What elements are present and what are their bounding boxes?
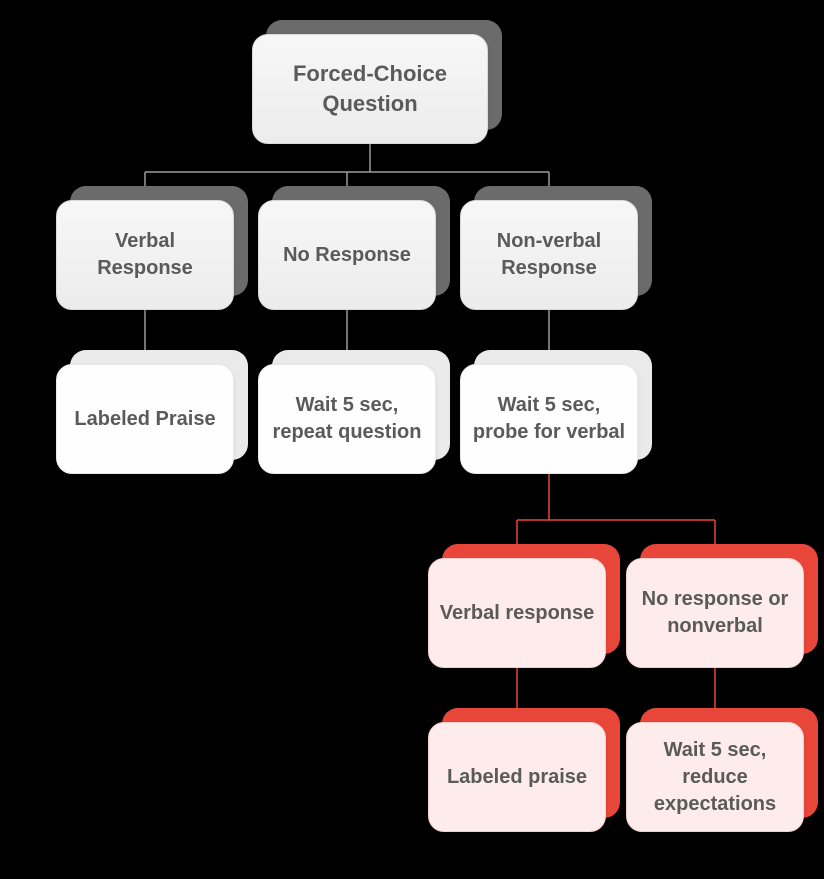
node-verbal: Verbal Response: [56, 200, 234, 310]
node-lpraise: Labeled Praise: [56, 364, 234, 474]
node-nonverbal: Non-verbal Response: [460, 200, 638, 310]
node-root: Forced-Choice Question: [252, 34, 488, 144]
node-r_reduce: Wait 5 sec, reduce expectations: [626, 722, 804, 832]
node-r_noresp: No response or nonverbal: [626, 558, 804, 668]
flowchart-stage: Forced-Choice QuestionVerbal ResponseNo …: [0, 0, 824, 879]
node-r_lpraise: Labeled praise: [428, 722, 606, 832]
node-wait_probe: Wait 5 sec, probe for verbal: [460, 364, 638, 474]
node-noresp: No Response: [258, 200, 436, 310]
node-wait_rep: Wait 5 sec, repeat question: [258, 364, 436, 474]
node-r_verbal: Verbal response: [428, 558, 606, 668]
